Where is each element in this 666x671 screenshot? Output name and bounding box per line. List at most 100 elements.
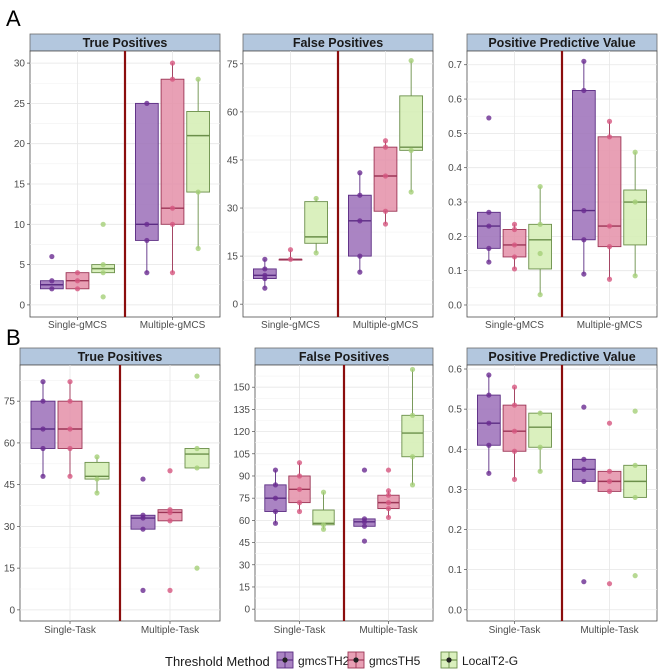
legend-label: LocalT2-G bbox=[462, 654, 518, 668]
data-point bbox=[40, 379, 46, 385]
y-tick-label: 0.6 bbox=[448, 95, 462, 106]
data-point bbox=[313, 250, 319, 256]
data-point bbox=[632, 273, 638, 279]
data-point bbox=[385, 488, 392, 494]
data-point bbox=[385, 500, 392, 506]
x-tick-label: Single-gMCS bbox=[485, 320, 544, 331]
data-point bbox=[40, 426, 46, 432]
data-point bbox=[606, 420, 613, 426]
x-tick-label: Single-Task bbox=[489, 625, 542, 636]
box-gmcsTH2-Single-Task bbox=[30, 379, 56, 479]
data-point bbox=[486, 209, 492, 215]
y-tick-label: 30 bbox=[227, 204, 239, 215]
box-gmcsTH5-Multiple-gMCS bbox=[373, 138, 398, 227]
y-tick-label: 120 bbox=[233, 427, 250, 438]
data-point bbox=[581, 208, 587, 214]
data-point bbox=[632, 462, 638, 468]
y-tick-label: 0 bbox=[244, 605, 250, 616]
y-tick-label: 0 bbox=[9, 605, 15, 616]
box-gmcsTH5-Multiple-gMCS bbox=[160, 60, 185, 276]
data-point bbox=[169, 60, 176, 66]
data-point bbox=[194, 373, 200, 379]
panel-label-b: B bbox=[6, 325, 21, 350]
data-point bbox=[94, 490, 100, 496]
data-point bbox=[511, 242, 518, 248]
y-tick-label: 90 bbox=[239, 471, 251, 482]
box-LocalT2-G-Single-gMCS bbox=[304, 195, 328, 256]
y-tick-label: 0.0 bbox=[448, 300, 462, 311]
box-gmcsTH2-Multiple-Task bbox=[130, 476, 156, 593]
data-point bbox=[511, 221, 518, 227]
data-point bbox=[382, 144, 389, 150]
data-point bbox=[606, 134, 613, 140]
box-body bbox=[134, 102, 159, 241]
legend: Threshold Method gmcsTH2 gmcsTH5 LocalT2-G bbox=[165, 651, 518, 669]
y-tick-label: 5 bbox=[19, 260, 25, 271]
box-gmcsTH5-Single-gMCS bbox=[278, 247, 303, 262]
data-point bbox=[581, 271, 587, 277]
chart-B-ppv: Positive Predictive Value 0.0 0.1 0.2 0.3 0.4… bbox=[448, 347, 658, 636]
data-point bbox=[167, 518, 173, 524]
y-tick-label: 15 bbox=[239, 582, 251, 593]
data-point bbox=[511, 402, 518, 408]
data-point bbox=[632, 408, 638, 414]
data-point bbox=[511, 476, 518, 482]
y-tick-label: 60 bbox=[239, 516, 251, 527]
data-point bbox=[606, 244, 613, 250]
x-tick-label: Single-Task bbox=[44, 625, 97, 636]
data-point bbox=[581, 466, 587, 472]
data-point bbox=[74, 270, 81, 276]
box-body bbox=[57, 400, 83, 449]
data-point bbox=[409, 412, 416, 418]
box-LocalT2-G-Single-gMCS bbox=[91, 221, 115, 300]
y-tick-label: 75 bbox=[4, 397, 16, 408]
data-point bbox=[296, 460, 303, 466]
panel-title: True Positives bbox=[83, 36, 168, 50]
data-point bbox=[385, 514, 392, 521]
data-point bbox=[357, 170, 363, 176]
box-gmcsTH5-Single-gMCS bbox=[502, 221, 527, 272]
data-point bbox=[511, 266, 518, 272]
box-body bbox=[30, 400, 56, 449]
box-gmcsTH5-Multiple-Task bbox=[377, 467, 400, 521]
data-point bbox=[262, 285, 268, 291]
y-tick-label: 60 bbox=[4, 438, 16, 449]
data-point bbox=[94, 454, 100, 460]
data-point bbox=[94, 476, 100, 482]
x-tick-label: Multiple-Task bbox=[141, 625, 200, 636]
x-tick-label: Single-gMCS bbox=[261, 320, 320, 331]
data-point bbox=[74, 286, 81, 292]
y-tick-label: 0.3 bbox=[448, 198, 462, 209]
y-tick-label: 105 bbox=[233, 449, 250, 460]
data-point bbox=[581, 87, 587, 94]
box-gmcsTH5-Single-Task bbox=[502, 384, 527, 482]
box-body bbox=[502, 404, 527, 452]
data-point bbox=[606, 488, 613, 494]
y-tick-label: 20 bbox=[14, 139, 26, 150]
data-point bbox=[632, 573, 638, 579]
data-point bbox=[581, 456, 587, 462]
data-point bbox=[67, 445, 73, 452]
data-point bbox=[581, 404, 587, 410]
legend-key-point bbox=[353, 657, 359, 663]
data-point bbox=[486, 392, 492, 398]
data-point bbox=[581, 579, 587, 585]
box-LocalT2-G-Single-Task bbox=[528, 410, 552, 474]
data-point bbox=[195, 76, 201, 82]
y-tick-label: 0.1 bbox=[448, 565, 462, 576]
data-point bbox=[169, 76, 176, 82]
box-body bbox=[528, 223, 552, 270]
box-gmcsTH2-Single-gMCS bbox=[477, 115, 501, 265]
data-point bbox=[537, 250, 543, 257]
y-tick-label: 0.6 bbox=[448, 365, 462, 376]
data-point bbox=[511, 226, 518, 233]
data-point bbox=[361, 516, 368, 522]
data-point bbox=[486, 442, 492, 448]
data-point bbox=[140, 476, 146, 482]
data-point bbox=[49, 278, 55, 284]
data-point bbox=[382, 173, 389, 179]
data-point bbox=[537, 444, 543, 450]
data-point bbox=[194, 565, 200, 571]
chart-B-true-positives: True Positives 0 15 30 45 60 75 Single-Task Mult… bbox=[4, 347, 221, 636]
data-point bbox=[296, 508, 303, 515]
